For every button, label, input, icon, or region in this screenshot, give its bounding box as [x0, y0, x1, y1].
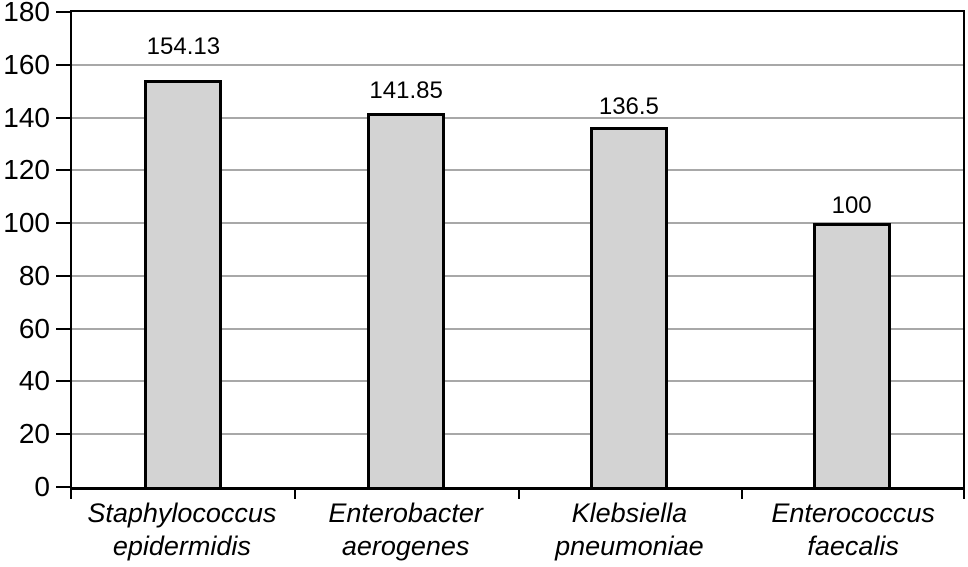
- bar: [367, 112, 446, 487]
- y-axis-tick: [56, 486, 70, 488]
- y-axis-tick-label: 120: [3, 154, 50, 186]
- y-axis-tick: [56, 274, 70, 277]
- y-axis-tick: [56, 380, 70, 383]
- y-axis-tick: [56, 327, 70, 330]
- y-axis-tick-label: 160: [3, 48, 50, 80]
- y-axis-tick: [56, 222, 70, 225]
- x-axis-tick: [70, 490, 72, 499]
- plot-area: 154.13 141.85 136.5 100: [70, 10, 965, 490]
- x-axis-category-label: Enterococcus faecalis: [771, 498, 935, 561]
- y-axis-tick: [56, 11, 70, 13]
- x-axis-tick: [963, 490, 965, 499]
- bar: [144, 80, 223, 487]
- bar-value-label: 136.5: [598, 92, 659, 120]
- y-axis-tick: [56, 63, 70, 66]
- y-axis-tick-label: 60: [18, 312, 50, 344]
- x-axis-tick: [517, 490, 520, 499]
- grid-line: [72, 380, 963, 383]
- bar: [589, 126, 668, 487]
- bar-value-label: 141.85: [369, 76, 443, 104]
- grid-line: [72, 327, 963, 330]
- grid-line: [72, 169, 963, 172]
- y-axis-tick-label: 0: [34, 471, 50, 502]
- x-axis-category-label: Klebsiella pneumoniae: [555, 498, 704, 561]
- y-axis-tick: [56, 116, 70, 119]
- bar-value-label: 100: [831, 192, 872, 220]
- y-axis-tick-label: 20: [18, 418, 50, 450]
- y-axis-tick-label: 80: [18, 259, 50, 291]
- x-axis-category-label: Enterobacter aerogenes: [328, 498, 483, 561]
- y-axis-tick-label: 180: [3, 0, 50, 27]
- x-axis-tick: [293, 490, 296, 499]
- grid-line: [72, 63, 963, 66]
- y-axis-tick: [56, 169, 70, 172]
- x-axis-category-label: Staphylococcus epidermidis: [87, 498, 277, 561]
- y-axis-tick-label: 40: [18, 365, 50, 397]
- bar-value-label: 154.13: [146, 33, 221, 61]
- grid-line: [72, 433, 963, 436]
- y-axis-tick-label: 100: [3, 207, 50, 239]
- bar: [812, 223, 891, 487]
- y-axis-tick-label: 140: [3, 101, 50, 133]
- y-axis-tick: [56, 433, 70, 436]
- grid-line: [72, 116, 963, 119]
- x-axis-tick: [741, 490, 744, 499]
- grid-line: [72, 222, 963, 225]
- grid-line: [72, 274, 963, 277]
